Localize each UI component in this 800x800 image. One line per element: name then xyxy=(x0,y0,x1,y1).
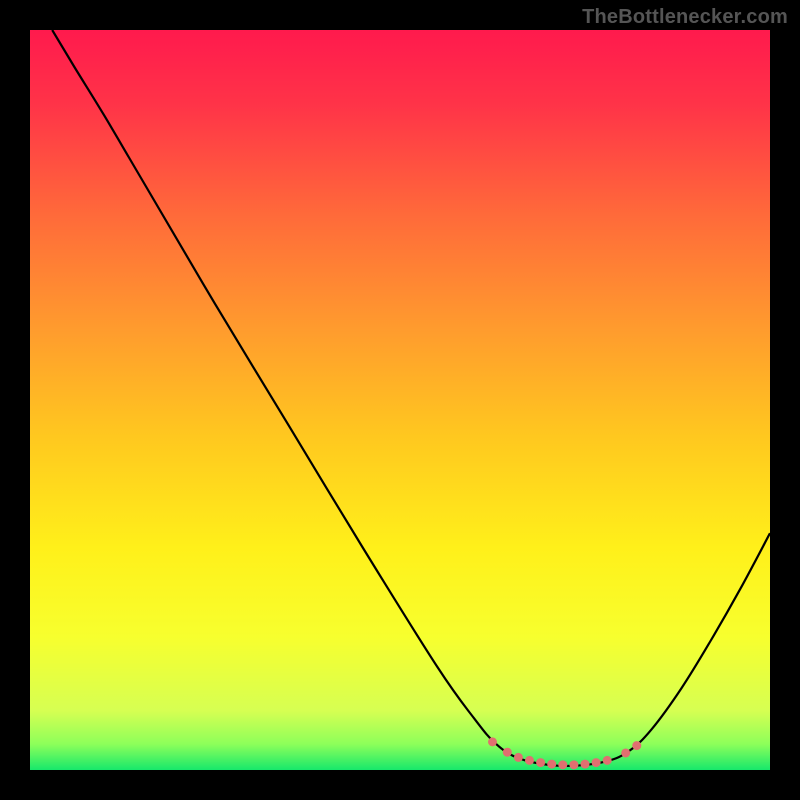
bottleneck-curve xyxy=(52,30,770,766)
marker-dots xyxy=(488,737,641,769)
chart-svg xyxy=(30,30,770,770)
marker-dot xyxy=(592,758,601,767)
marker-dot xyxy=(558,760,567,769)
marker-dot xyxy=(569,760,578,769)
marker-dot xyxy=(536,758,545,767)
marker-dot xyxy=(525,756,534,765)
marker-dot xyxy=(547,760,556,769)
marker-dot xyxy=(488,737,497,746)
marker-dot xyxy=(632,741,641,750)
plot-area xyxy=(30,30,770,770)
marker-dot xyxy=(603,756,612,765)
marker-dot xyxy=(581,760,590,769)
marker-dot xyxy=(621,748,630,757)
marker-dot xyxy=(503,748,512,757)
watermark-text: TheBottlenecker.com xyxy=(582,6,788,29)
marker-dot xyxy=(514,753,523,762)
